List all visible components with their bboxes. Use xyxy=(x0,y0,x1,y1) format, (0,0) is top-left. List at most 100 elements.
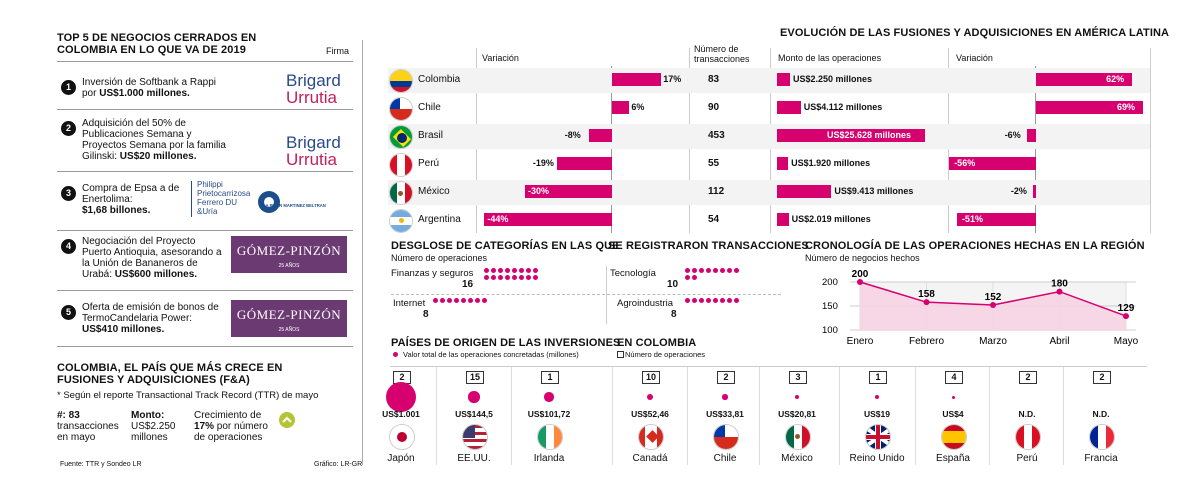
timeline-subtitle: Número de negocios hechos xyxy=(805,253,920,263)
value-bubble xyxy=(468,391,480,403)
variacion-label: 17% xyxy=(663,74,682,84)
irlanda-flag xyxy=(537,424,563,450)
column-divider xyxy=(1063,367,1064,465)
value-label: US$52,46 xyxy=(631,409,669,419)
operation-count: 4 xyxy=(945,371,963,384)
variacion-bar xyxy=(484,213,612,226)
category-dot xyxy=(491,275,496,280)
category-dot xyxy=(734,268,739,273)
legend-count: Número de operaciones xyxy=(625,350,706,359)
operation-count: 1 xyxy=(541,371,559,384)
deal-text: Adquisición del 50% de Publicaciones Sema… xyxy=(82,118,226,162)
variacion-bar xyxy=(525,185,612,198)
column-divider xyxy=(915,367,916,465)
stat-monto: Monto: US$2.250 millones xyxy=(131,410,176,443)
espana-flag xyxy=(941,424,967,450)
deal-text: Inversión de Softbank a Rappi por US$1.00… xyxy=(82,77,216,99)
data-label: 129 xyxy=(1118,303,1135,314)
category-dot xyxy=(692,268,697,273)
country-label: Canadá xyxy=(632,453,668,464)
left-title: TOP 5 DE NEGOCIOS CERRADOS EN COLOMBIA E… xyxy=(57,32,257,56)
variacion2-bar xyxy=(1036,73,1133,86)
operation-count: 2 xyxy=(1093,371,1111,384)
deal-number: 3 xyxy=(61,186,76,201)
xtick-label: Marzo xyxy=(979,336,1007,347)
category-dot xyxy=(533,275,538,280)
country-label: España xyxy=(936,453,970,464)
col-variacion2: Variación xyxy=(956,53,993,63)
value-label: US$19 xyxy=(864,409,890,419)
grafico-credit: Gráfico: LR-GR xyxy=(314,461,363,468)
monto-bar xyxy=(777,185,832,198)
variacion-label: 6% xyxy=(631,102,645,112)
legend-count-box xyxy=(617,351,624,358)
variacion-bar xyxy=(612,101,630,114)
variacion-label: -19% xyxy=(532,158,554,168)
ytick-label: 200 xyxy=(822,277,838,288)
monto-label: US$25.628 millones xyxy=(827,130,912,140)
category-dot xyxy=(512,275,517,280)
deal-text: Negociación del Proyecto Puerto Antioquia… xyxy=(82,236,222,280)
legend-value-dot xyxy=(393,352,398,357)
value-bubble xyxy=(722,394,728,400)
category-dot xyxy=(484,268,489,273)
brasil-flag xyxy=(389,125,413,149)
variacion2-bar xyxy=(1032,185,1036,198)
canada-flag xyxy=(638,424,664,450)
monto-label: US$2.250 millones xyxy=(792,74,873,84)
category-count: 16 xyxy=(462,279,474,290)
peru-flag-2 xyxy=(1015,424,1041,450)
japon-flag xyxy=(389,424,415,450)
variacion2-label: 69% xyxy=(1116,102,1135,112)
category-dot xyxy=(447,298,452,303)
category-dot xyxy=(454,298,459,303)
ytick-label: 100 xyxy=(822,325,838,336)
category-dot xyxy=(720,298,725,303)
logo-text-top: Brigard xyxy=(286,71,341,90)
variacion-bar xyxy=(612,73,662,86)
gp-name: GÓMEZ-PINZÓN xyxy=(236,307,342,322)
xtick-label: Abril xyxy=(1049,336,1069,347)
category-dot xyxy=(713,268,718,273)
value-label: US$4 xyxy=(942,409,964,419)
row-stripe xyxy=(388,68,1150,93)
deal-number: 5 xyxy=(61,305,76,320)
categories-title-left: DESGLOSE DE CATEGORÍAS EN LAS QUE xyxy=(391,240,620,252)
data-label: 180 xyxy=(1051,279,1068,290)
xtick-label: Febrero xyxy=(909,336,944,347)
operation-count: 2 xyxy=(1019,371,1037,384)
gp-sub: 25 AÑOS xyxy=(278,327,300,333)
category-dot xyxy=(713,298,718,303)
country-name: Colombia xyxy=(418,74,461,85)
row-stripe xyxy=(388,180,1150,205)
variacion2-bar xyxy=(1036,101,1143,114)
country-label: Francia xyxy=(1084,453,1118,464)
category-dot xyxy=(475,298,480,303)
deal-number: 1 xyxy=(61,80,76,95)
value-bubble xyxy=(544,392,554,402)
country-name: Brasil xyxy=(418,130,444,141)
monto-bar xyxy=(777,129,925,142)
country-label: Japón xyxy=(387,453,415,464)
argentina-flag xyxy=(389,209,413,233)
value-bubble xyxy=(386,382,416,412)
value-label: N.D. xyxy=(1018,409,1036,419)
categories-subtitle: Número de operaciones xyxy=(391,253,488,263)
value-bubble xyxy=(951,395,955,399)
category-dot xyxy=(498,268,503,273)
category-count: 8 xyxy=(671,309,677,320)
mexico-flag-2 xyxy=(785,424,811,450)
transacciones-value: 55 xyxy=(708,158,720,169)
category-dot xyxy=(533,268,538,273)
data-point xyxy=(990,302,996,309)
value-label: US$144,5 xyxy=(455,409,493,419)
column-divider xyxy=(436,367,437,465)
chile-flag-2 xyxy=(713,424,739,450)
value-bubble xyxy=(794,394,800,400)
row-stripe xyxy=(388,124,1150,149)
operation-count: 10 xyxy=(642,371,660,384)
timeline-title: CRONOLOGÍA DE LAS OPERACIONES HECHAS EN … xyxy=(805,240,1145,252)
data-point xyxy=(1123,313,1129,320)
data-label: 158 xyxy=(918,289,935,300)
col-variacion: Variación xyxy=(482,53,519,63)
